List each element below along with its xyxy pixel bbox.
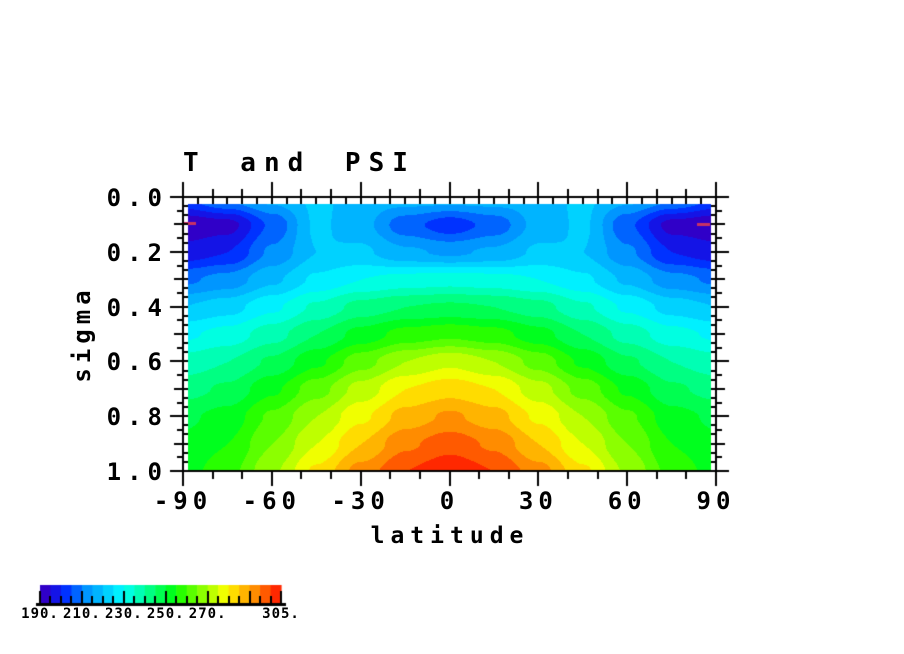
- y-tick-label: 0.0: [106, 184, 168, 212]
- x-tick-label: -90: [153, 487, 213, 515]
- colorbar-tick-label: 305.: [262, 606, 300, 622]
- colorbar-tick-label: 210.: [63, 606, 101, 622]
- y-tick-label: 0.6: [106, 348, 168, 377]
- y-tick-label: 0.2: [106, 238, 168, 267]
- colorbar-tick-label: 230.: [104, 606, 143, 622]
- x-tick-label: -60: [242, 487, 302, 515]
- x-tick-label: 0: [439, 487, 460, 515]
- x-axis-label: latitude: [370, 523, 530, 549]
- colorbar-tick-label: 270.: [188, 606, 227, 622]
- colorbar-tick-label: 250.: [146, 606, 185, 622]
- y-tick-label: 0.8: [106, 403, 168, 432]
- x-tick-label: 30: [518, 487, 558, 515]
- plot-title: T and PSI: [183, 148, 416, 178]
- x-tick-label: -30: [331, 487, 390, 515]
- x-tick-label: 60: [607, 487, 647, 515]
- y-tick-label: 0.4: [106, 293, 168, 322]
- colorbar-tick-label: 190.: [21, 606, 59, 622]
- y-tick-label: 1.0: [106, 458, 168, 486]
- x-tick-label: 90: [696, 487, 736, 515]
